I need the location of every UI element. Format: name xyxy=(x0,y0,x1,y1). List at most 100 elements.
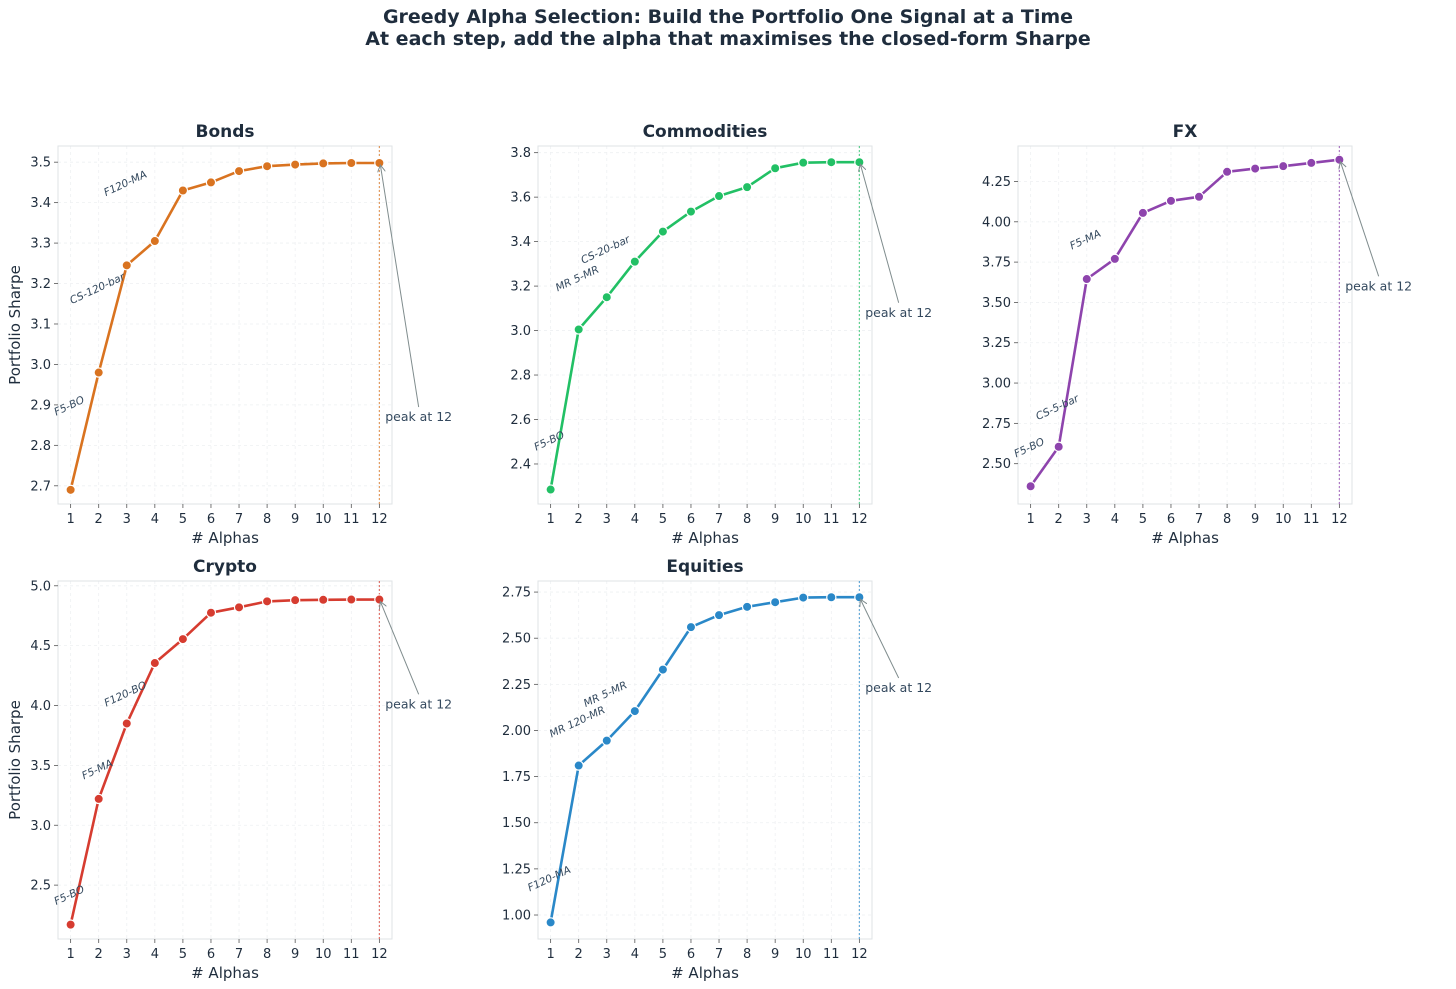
data-point xyxy=(65,919,76,930)
data-point xyxy=(261,596,273,607)
data-point xyxy=(1221,166,1233,178)
y-tick-label: 3.0 xyxy=(30,358,51,373)
y-tick-label: 2.4 xyxy=(510,457,531,472)
x-axis-label: # Alphas xyxy=(671,529,739,547)
alpha-label: CS-5-bar xyxy=(1034,392,1081,423)
x-tick-label: 11 xyxy=(343,512,360,527)
data-point xyxy=(713,190,725,202)
x-tick-label: 7 xyxy=(715,512,723,527)
alpha-label: F5-BO xyxy=(1012,436,1046,460)
chart-panel-crypto: 1 2 3 4 5 6 7 8 9 10 11 122.53.03.54.04.55.0Crypto#… xyxy=(6,557,452,982)
alpha-label: F5-BO xyxy=(52,394,86,418)
x-tick-label: 9 xyxy=(1251,512,1259,527)
x-tick-label: 12 xyxy=(371,947,388,962)
x-tick-label: 7 xyxy=(1195,512,1203,527)
data-point xyxy=(1193,191,1205,202)
series-line xyxy=(549,160,860,490)
x-tick-label: 1 xyxy=(66,512,74,527)
series-line xyxy=(69,161,380,491)
series-line xyxy=(69,598,380,925)
x-axis-label: # Alphas xyxy=(1151,529,1219,547)
data-point xyxy=(1165,195,1177,207)
y-tick-label: 2.5 xyxy=(30,879,51,894)
data-point xyxy=(1137,207,1149,219)
plot-frame xyxy=(537,580,873,940)
data-point xyxy=(826,157,837,168)
x-tick-label: 1 xyxy=(546,512,554,527)
y-tick-label: 1.50 xyxy=(502,816,531,831)
x-tick-label: 4 xyxy=(151,512,159,527)
y-tick-label: 1.25 xyxy=(502,862,531,877)
data-point xyxy=(741,601,753,613)
y-tick-label: 3.6 xyxy=(510,191,531,206)
data-point xyxy=(177,633,189,645)
peak-arrow xyxy=(380,602,420,695)
data-point xyxy=(93,793,104,805)
data-point xyxy=(318,158,329,169)
x-tick-label: 11 xyxy=(1303,512,1320,527)
data-point xyxy=(261,161,273,172)
peak-label: peak at 12 xyxy=(865,305,932,320)
x-tick-label: 6 xyxy=(207,947,215,962)
x-tick-label: 11 xyxy=(343,947,360,962)
figure-title-line1: Greedy Alpha Selection: Build the Portfo… xyxy=(382,6,1074,28)
y-tick-label: 2.75 xyxy=(502,586,531,601)
y-tick-label: 2.25 xyxy=(502,678,531,693)
data-point xyxy=(685,621,697,633)
data-point xyxy=(601,735,612,746)
data-point xyxy=(1249,163,1261,174)
data-point xyxy=(121,718,132,729)
peak-label: peak at 12 xyxy=(385,696,452,711)
y-tick-label: 3.25 xyxy=(982,336,1011,351)
data-point xyxy=(769,163,781,174)
data-point xyxy=(685,206,697,217)
x-tick-label: 6 xyxy=(1167,512,1175,527)
chart-panel-equities: 1 2 3 4 5 6 7 8 9 10 11 121.001.251.501.752.002.252… xyxy=(502,557,932,982)
x-tick-label: 10 xyxy=(315,512,332,527)
data-point xyxy=(741,181,753,193)
y-axis-label: Portfolio Sharpe xyxy=(6,700,24,820)
chart-title: FX xyxy=(1173,122,1198,142)
y-tick-label: 3.75 xyxy=(982,256,1011,271)
y-tick-label: 2.8 xyxy=(510,369,531,384)
x-tick-label: 1 xyxy=(66,947,74,962)
chart-title: Equities xyxy=(666,557,743,577)
plot-frame xyxy=(57,580,393,940)
x-tick-label: 9 xyxy=(291,512,299,527)
x-tick-label: 10 xyxy=(315,947,332,962)
data-point xyxy=(205,177,217,188)
data-point xyxy=(1278,160,1289,172)
y-tick-label: 3.2 xyxy=(30,277,51,292)
data-point xyxy=(573,324,584,335)
data-point xyxy=(1306,157,1317,169)
alpha-label: F5-MA xyxy=(80,757,115,782)
x-tick-label: 2 xyxy=(575,512,583,527)
y-tick-label: 2.7 xyxy=(30,479,51,494)
peak-arrow xyxy=(860,599,900,679)
y-tick-label: 3.4 xyxy=(30,196,51,211)
x-tick-label: 7 xyxy=(235,947,243,962)
x-tick-label: 3 xyxy=(123,512,131,527)
alpha-label: CS-20-bar xyxy=(579,233,632,266)
chart-title: Commodities xyxy=(643,122,768,142)
x-tick-label: 4 xyxy=(151,947,159,962)
data-point xyxy=(1025,481,1036,492)
x-axis-label: # Alphas xyxy=(191,964,259,982)
alpha-label: F5-BO xyxy=(52,883,86,907)
x-tick-label: 2 xyxy=(1055,512,1063,527)
x-axis-label: # Alphas xyxy=(191,529,259,547)
data-point xyxy=(713,609,725,621)
y-tick-label: 3.0 xyxy=(30,819,51,834)
x-tick-label: 8 xyxy=(1223,512,1231,527)
peak-label: peak at 12 xyxy=(865,680,932,695)
x-tick-label: 2 xyxy=(95,947,103,962)
y-tick-label: 5.0 xyxy=(30,579,51,594)
figure-title-line2: At each step, add the alpha that maximis… xyxy=(365,28,1091,50)
data-point xyxy=(121,260,132,271)
chart-panel-commodities: 1 2 3 4 5 6 7 8 9 10 11 122.42.62.83.03.23.43.63.8C… xyxy=(510,122,932,547)
y-tick-label: 3.2 xyxy=(510,280,531,295)
y-tick-label: 4.0 xyxy=(30,699,51,714)
x-tick-label: 9 xyxy=(771,947,779,962)
peak-label: peak at 12 xyxy=(1345,278,1412,293)
